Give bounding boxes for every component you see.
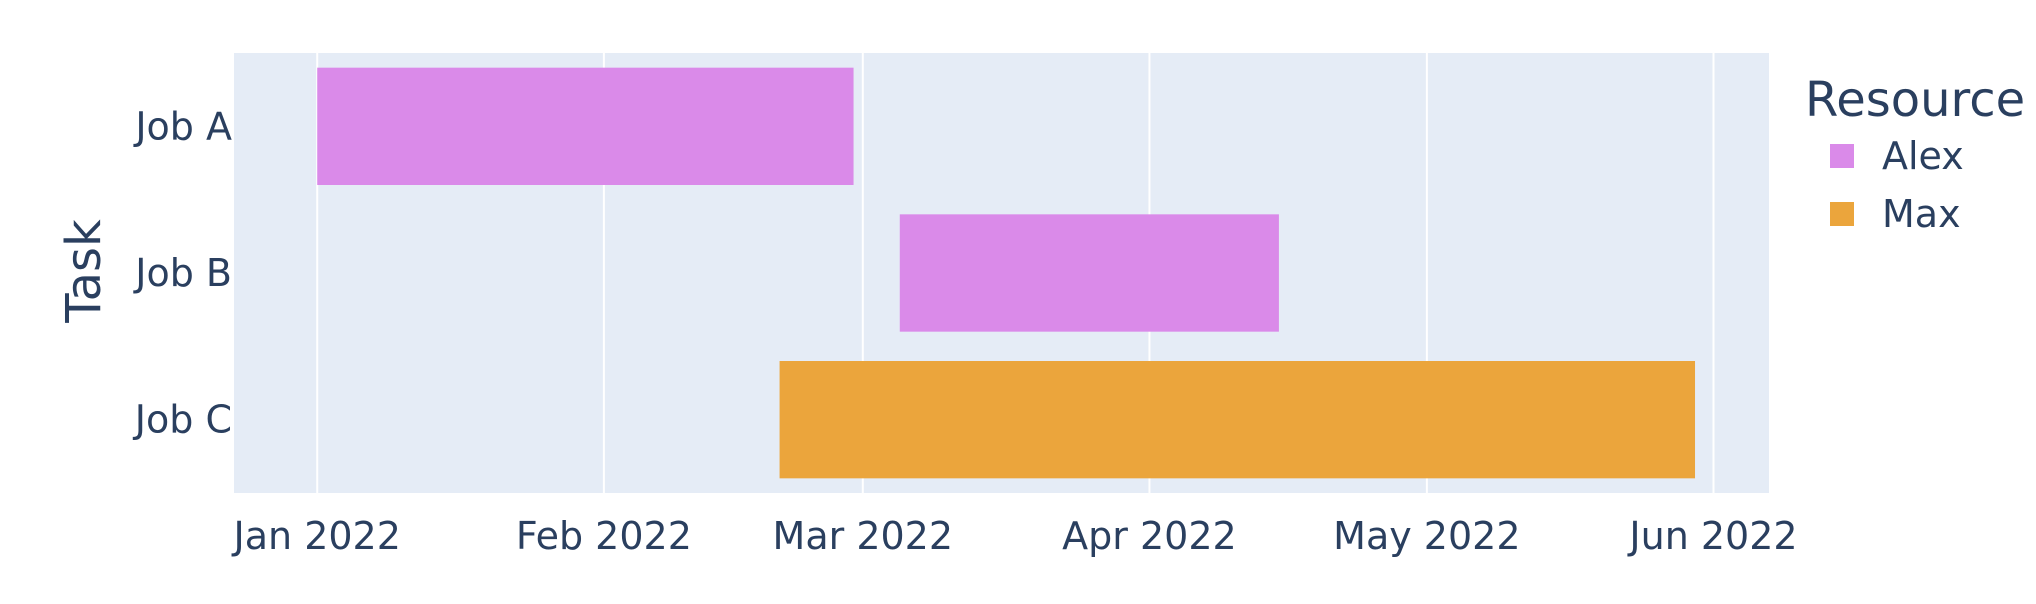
x-tick-label: Mar 2022: [773, 514, 953, 558]
bars: [317, 67, 1696, 479]
x-tick-label: Jan 2022: [232, 514, 401, 558]
y-tick-label: Job C: [133, 398, 232, 442]
legend[interactable]: Resource Alex Max: [1805, 72, 2025, 236]
legend-title: Resource: [1805, 72, 2025, 128]
legend-swatch: [1830, 202, 1854, 226]
x-tick-label: Feb 2022: [516, 514, 692, 558]
x-tick-label: Jun 2022: [1627, 514, 1797, 558]
x-tick-label: Apr 2022: [1062, 514, 1237, 558]
bar-job-b[interactable]: [899, 214, 1279, 332]
x-tick-label: May 2022: [1333, 514, 1520, 558]
legend-swatch: [1830, 144, 1854, 168]
bar-job-c[interactable]: [779, 361, 1696, 479]
x-axis-ticks: Jan 2022 Feb 2022 Mar 2022 Apr 2022 May 2022…: [232, 514, 1798, 558]
y-axis-ticks: Job A Job B Job C: [133, 104, 232, 441]
y-tick-label: Job B: [133, 251, 232, 295]
bar-job-a[interactable]: [317, 67, 854, 185]
legend-label: Max: [1882, 192, 1961, 236]
legend-label: Alex: [1882, 134, 1964, 178]
y-axis-title: Task: [56, 219, 112, 324]
y-tick-label: Job A: [133, 104, 232, 148]
